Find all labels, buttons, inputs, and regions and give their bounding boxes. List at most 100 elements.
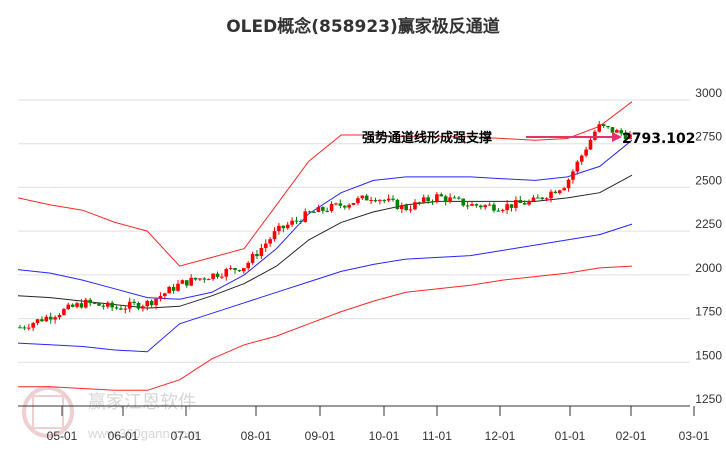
candle-body — [628, 134, 632, 140]
candle-body — [110, 302, 114, 308]
candle-body — [465, 205, 470, 207]
candle-body — [619, 130, 624, 134]
annotation-text: 强势通道线形成强支撑 — [362, 130, 492, 146]
candle-body — [141, 306, 145, 309]
y-tick-label: 2000 — [695, 261, 722, 275]
candle-body — [92, 302, 97, 304]
candle-body — [325, 210, 329, 212]
watermark-logo-icon — [22, 386, 74, 438]
candle-body — [268, 239, 272, 244]
candle-body — [579, 155, 584, 162]
candle-body — [114, 307, 119, 309]
candle-body — [369, 199, 373, 201]
candle-body — [395, 199, 400, 210]
candle-body — [435, 194, 439, 202]
y-tick-label: 3000 — [695, 86, 722, 100]
candle-body — [514, 199, 518, 208]
candle-body — [360, 195, 365, 199]
y-tick-label: 2500 — [695, 173, 722, 187]
candle-body — [562, 188, 566, 191]
y-tick-label: 1750 — [695, 305, 722, 319]
candle-body — [391, 198, 395, 200]
candle-body — [544, 198, 549, 200]
candle-body — [255, 254, 259, 257]
candle-body — [316, 207, 321, 213]
candle-body — [557, 190, 562, 194]
candle-body — [66, 304, 71, 310]
candle-body — [566, 179, 571, 189]
candle-body — [312, 211, 316, 213]
candle-body — [307, 211, 312, 213]
candle-body — [281, 225, 286, 229]
price-label: 2793.102 — [622, 131, 696, 147]
candle-body — [623, 133, 628, 140]
candle-body — [593, 131, 597, 140]
candle-body — [500, 210, 505, 212]
candle-body — [237, 269, 242, 272]
upper-inner-band — [17, 139, 633, 300]
candle-body — [347, 204, 351, 208]
candle-body — [97, 303, 101, 306]
candle-body — [220, 276, 224, 278]
grid-lines — [18, 99, 690, 363]
x-tick-label: 12-01 — [485, 429, 516, 443]
candle-body — [601, 124, 606, 127]
y-tick-label: 2250 — [695, 217, 722, 231]
axes: 3000 2750 2500 2250 2000 1750 1500 1250 05-01 06-… — [18, 86, 722, 443]
y-tick-label: 2750 — [695, 130, 722, 144]
candle-body — [584, 149, 588, 156]
candle-body — [88, 299, 93, 303]
candle-body — [158, 296, 163, 299]
candle-body — [404, 205, 408, 211]
candle-body — [62, 309, 66, 315]
candle-body — [474, 204, 479, 206]
candle-body — [426, 197, 430, 202]
watermark-url: www.360gann.com — [87, 426, 198, 441]
y-tick-label: 1250 — [695, 392, 722, 406]
candle-body — [571, 171, 575, 180]
candle-body — [167, 286, 172, 294]
candle-body — [430, 201, 435, 203]
candle-body — [132, 301, 136, 304]
candle-body — [35, 319, 40, 324]
x-tick-label: 05-01 — [47, 429, 78, 443]
candle-body — [206, 279, 211, 281]
candle-body — [610, 127, 615, 133]
candle-body — [334, 203, 338, 205]
candle-body — [575, 161, 580, 172]
lower-outer-band — [18, 265, 633, 391]
candle-body — [184, 280, 189, 286]
upper-outer-band — [17, 101, 633, 267]
candle-body — [342, 205, 347, 208]
lower-inner-band — [17, 223, 633, 353]
candle-body — [193, 277, 198, 280]
candle-body — [615, 130, 619, 133]
candle-body — [549, 191, 553, 199]
candle-body — [399, 205, 404, 210]
candle-body — [31, 323, 35, 328]
candle-body — [70, 304, 75, 307]
candle-body — [527, 201, 531, 205]
candle-body — [18, 327, 22, 329]
candle-body — [386, 198, 391, 201]
x-tick-label: 06-01 — [108, 429, 139, 443]
candle-body — [123, 308, 128, 310]
middle-line — [17, 174, 633, 309]
candle-body — [163, 293, 167, 297]
candle-body — [373, 199, 378, 202]
candle-body — [40, 319, 44, 322]
candle-body — [290, 220, 294, 225]
candle-body — [505, 204, 509, 211]
candle-body — [189, 277, 193, 286]
candle-body — [57, 314, 62, 318]
candle-body — [329, 203, 334, 212]
x-tick-label: 11-01 — [422, 429, 452, 443]
candle-body — [531, 197, 536, 202]
arrow-head-icon — [612, 132, 622, 142]
candle-body — [492, 204, 496, 211]
candle-body — [285, 224, 290, 229]
candle-body — [540, 197, 545, 199]
candle-body — [522, 202, 527, 205]
candle-body — [421, 197, 426, 203]
